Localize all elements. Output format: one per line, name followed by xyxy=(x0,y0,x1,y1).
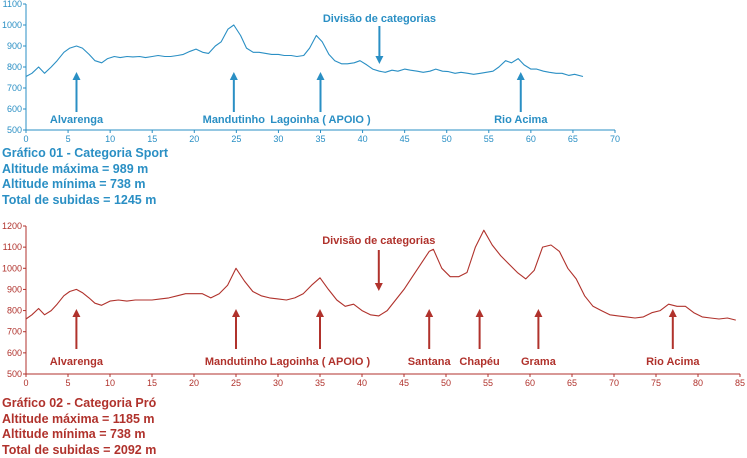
pro-y-tick-label: 800 xyxy=(7,306,22,316)
pro-checkpoint-arrow-head xyxy=(232,309,240,317)
pro-stats: Gráfico 02 - Categoria Pró Altitude máxi… xyxy=(2,396,156,458)
pro-x-tick-label: 15 xyxy=(147,378,157,388)
pro-x-tick-label: 25 xyxy=(231,378,241,388)
pro-checkpoint-label: Mandutinho xyxy=(205,356,268,368)
pro-y-tick-label: 900 xyxy=(7,284,22,294)
pro-x-tick-label: 30 xyxy=(273,378,283,388)
pro-division-arrow-head xyxy=(375,283,383,291)
pro-checkpoint-label: Grama xyxy=(521,356,557,368)
pro-x-tick-label: 80 xyxy=(693,378,703,388)
pro-x-tick-label: 75 xyxy=(651,378,661,388)
pro-checkpoint-label: Alvarenga xyxy=(50,356,104,368)
pro-y-tick-label: 1200 xyxy=(2,221,22,231)
pro-max-altitude: Altitude máxima = 1185 m xyxy=(2,412,156,428)
pro-y-tick-label: 600 xyxy=(7,348,22,358)
pro-y-tick-label: 500 xyxy=(7,369,22,379)
pro-x-tick-label: 85 xyxy=(735,378,745,388)
pro-x-tick-label: 35 xyxy=(315,378,325,388)
pro-checkpoint-label: Lagoinha ( APOIO ) xyxy=(270,356,371,368)
pro-x-tick-label: 70 xyxy=(609,378,619,388)
pro-checkpoint-arrow-head xyxy=(72,309,80,317)
pro-y-tick-label: 1100 xyxy=(3,242,22,252)
sport-stats: Gráfico 01 - Categoria Sport Altitude má… xyxy=(2,146,168,208)
pro-checkpoint-arrow-head xyxy=(316,309,324,317)
pro-x-tick-label: 45 xyxy=(399,378,409,388)
pro-x-tick-label: 40 xyxy=(357,378,367,388)
sport-chart-title: Gráfico 01 - Categoria Sport xyxy=(2,146,168,162)
sport-min-altitude: Altitude mínima = 738 m xyxy=(2,177,168,193)
pro-y-tick-label: 1000 xyxy=(2,263,22,273)
pro-checkpoint-arrow-head xyxy=(425,309,433,317)
pro-y-tick-label: 700 xyxy=(7,327,22,337)
pro-x-tick-label: 55 xyxy=(483,378,493,388)
pro-x-tick-label: 65 xyxy=(567,378,577,388)
pro-checkpoint-arrow-head xyxy=(669,309,677,317)
pro-chart-title: Gráfico 02 - Categoria Pró xyxy=(2,396,156,412)
pro-x-tick-label: 0 xyxy=(23,378,28,388)
sport-total-climb: Total de subidas = 1245 m xyxy=(2,193,168,209)
pro-x-tick-label: 50 xyxy=(441,378,451,388)
pro-min-altitude: Altitude mínima = 738 m xyxy=(2,427,156,443)
pro-checkpoint-label: Chapéu xyxy=(459,356,499,368)
pro-checkpoint-label: Rio Acima xyxy=(646,356,700,368)
pro-checkpoint-arrow-head xyxy=(534,309,542,317)
pro-x-tick-label: 5 xyxy=(65,378,70,388)
pro-x-tick-label: 20 xyxy=(189,378,199,388)
pro-checkpoint-arrow-head xyxy=(476,309,484,317)
pro-division-label: Divisão de categorias xyxy=(322,235,435,247)
pro-x-tick-label: 10 xyxy=(105,378,115,388)
sport-max-altitude: Altitude máxima = 989 m xyxy=(2,162,168,178)
pro-x-tick-label: 60 xyxy=(525,378,535,388)
pro-checkpoint-label: Santana xyxy=(408,356,452,368)
